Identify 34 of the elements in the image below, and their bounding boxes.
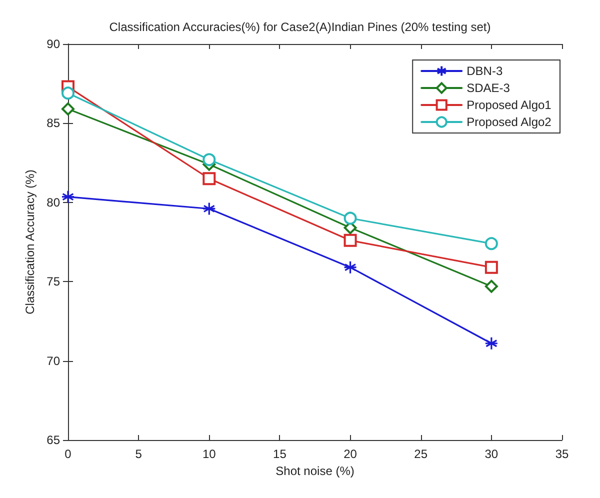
point	[202, 153, 216, 166]
x-tick-label: 25	[414, 447, 428, 461]
point	[484, 280, 498, 293]
point	[343, 260, 358, 274]
y-tick-label: 80	[46, 195, 60, 210]
legend-label: Proposed Algo2	[466, 115, 552, 129]
x-axis-title: Shot noise (%)	[276, 464, 354, 478]
point	[62, 86, 74, 100]
point	[62, 102, 74, 116]
legend-label: Proposed Algo1	[466, 98, 552, 112]
point	[484, 336, 498, 350]
y-tick-label: 75	[46, 274, 60, 289]
y-tick-label: 85	[46, 116, 60, 130]
x-tick-label: 35	[555, 447, 569, 461]
point	[344, 234, 357, 247]
y-tick-label: 65	[46, 433, 60, 447]
point	[202, 202, 216, 216]
chart-title: Classification Accuracies(%) for Case2(A)Indian Pines (20% testing set)	[109, 20, 491, 34]
x-tick-label: 20	[344, 447, 358, 461]
point	[484, 260, 498, 274]
x-tick-label: 10	[202, 447, 216, 461]
y-tick-label: 70	[46, 354, 60, 368]
x-tick-label: 15	[273, 447, 287, 461]
legend-label: DBN-3	[466, 64, 503, 78]
point	[484, 237, 498, 250]
x-tick-label: 5	[135, 447, 142, 461]
point	[202, 172, 216, 186]
y-tick-label: 90	[46, 37, 60, 51]
y-axis-title: Classification Accuracy (%)	[22, 170, 37, 314]
point	[344, 212, 357, 225]
point	[61, 190, 75, 204]
legend-label: SDAE-3	[466, 81, 510, 95]
x-tick-label: 30	[484, 447, 498, 461]
x-tick-label: 0	[64, 447, 72, 461]
